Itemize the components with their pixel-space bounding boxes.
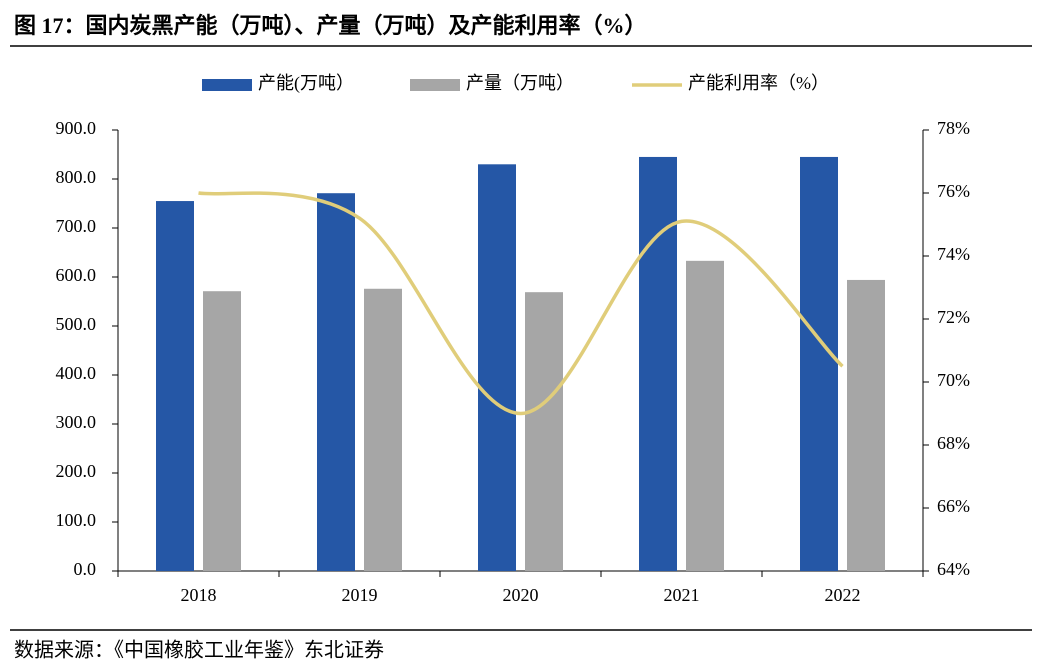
x-tick-label: 2018 — [181, 585, 217, 605]
chart-title: 图 17：国内炭黑产能（万吨）、产量（万吨）及产能利用率（%） — [14, 13, 647, 38]
y-tick-label: 800.0 — [56, 167, 97, 187]
x-tick-label: 2022 — [825, 585, 861, 605]
bar — [525, 292, 563, 571]
legend-swatch — [202, 79, 252, 91]
y2-tick-label: 74% — [937, 244, 970, 264]
legend-label: 产能利用率（%） — [688, 73, 829, 93]
y2-tick-label: 66% — [937, 496, 970, 516]
bar — [317, 193, 355, 571]
y2-tick-label: 68% — [937, 433, 970, 453]
bar — [364, 288, 402, 571]
bar — [203, 291, 241, 571]
y-tick-label: 900.0 — [56, 118, 97, 138]
bar — [156, 201, 194, 572]
bar — [686, 260, 724, 571]
legend-swatch — [410, 79, 460, 91]
y-tick-label: 700.0 — [56, 216, 97, 236]
legend-label: 产能(万吨） — [258, 73, 354, 94]
y2-tick-label: 64% — [937, 559, 970, 579]
source: 数据来源：《中国橡胶工业年鉴》东北证券 — [14, 639, 384, 662]
y-tick-label: 200.0 — [56, 461, 97, 481]
x-tick-label: 2020 — [503, 585, 539, 605]
x-tick-label: 2019 — [342, 585, 378, 605]
y-tick-label: 100.0 — [56, 510, 97, 530]
bar — [639, 156, 677, 571]
bar — [478, 164, 516, 572]
y2-tick-label: 70% — [937, 370, 970, 390]
y-tick-label: 300.0 — [56, 412, 97, 432]
y-tick-label: 0.0 — [74, 559, 97, 579]
y2-tick-label: 72% — [937, 307, 970, 327]
x-tick-label: 2021 — [664, 585, 700, 605]
y-tick-label: 500.0 — [56, 314, 97, 334]
bar — [800, 156, 838, 571]
legend-label: 产量（万吨） — [466, 73, 574, 93]
y-tick-label: 600.0 — [56, 265, 97, 285]
y2-tick-label: 76% — [937, 181, 970, 201]
y-tick-label: 400.0 — [56, 363, 97, 383]
bar — [847, 279, 885, 571]
line — [198, 191, 844, 416]
y2-tick-label: 78% — [937, 118, 970, 138]
